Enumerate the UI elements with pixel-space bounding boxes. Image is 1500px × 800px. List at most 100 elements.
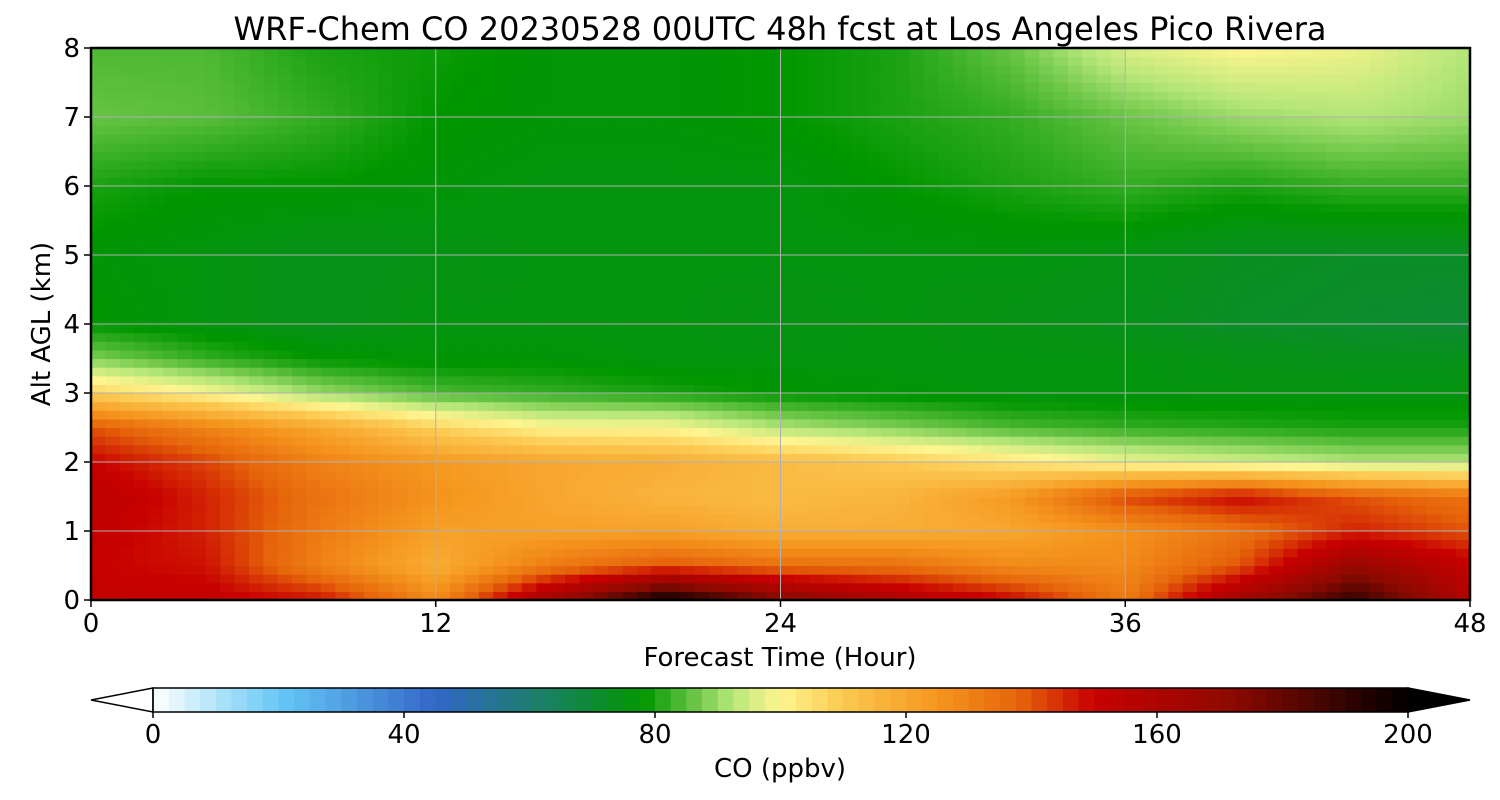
heatmap-cell: [1455, 462, 1470, 472]
heatmap-cell: [1096, 272, 1112, 282]
heatmap-cell: [1355, 574, 1371, 584]
heatmap-cell: [909, 177, 925, 187]
heatmap-cell: [1311, 160, 1327, 170]
heatmap-cell: [1254, 427, 1270, 437]
heatmap-cell: [938, 211, 954, 222]
heatmap-cell: [292, 186, 308, 196]
heatmap-cell: [191, 410, 207, 420]
heatmap-cell: [852, 496, 868, 506]
heatmap-cell: [1441, 220, 1457, 230]
heatmap-cell: [191, 177, 207, 187]
heatmap-cell: [234, 229, 250, 239]
heatmap-cell: [995, 246, 1011, 256]
heatmap-cell: [967, 255, 983, 265]
heatmap-cell: [177, 487, 193, 498]
heatmap-cell: [335, 255, 351, 265]
heatmap-cell: [1326, 315, 1342, 325]
heatmap-cell: [306, 565, 322, 575]
heatmap-cell: [91, 341, 106, 351]
heatmap-cell: [1024, 453, 1040, 463]
heatmap-cell: [134, 444, 150, 454]
heatmap-cell: [119, 582, 135, 592]
heatmap-cell: [593, 556, 609, 567]
heatmap-cell: [622, 556, 638, 567]
heatmap-cell: [1254, 505, 1270, 515]
heatmap-cell: [1412, 565, 1428, 575]
heatmap-cell: [292, 220, 308, 230]
heatmap-cell: [205, 453, 221, 463]
heatmap-cell: [967, 418, 983, 429]
heatmap-cell: [119, 367, 135, 377]
heatmap-cell: [924, 479, 940, 489]
heatmap-cell: [1125, 246, 1141, 256]
heatmap-cell: [91, 539, 106, 549]
heatmap-cell: [478, 539, 494, 549]
heatmap-cell: [1311, 298, 1327, 308]
heatmap-cell: [335, 306, 351, 316]
heatmap-cell: [363, 151, 379, 161]
heatmap-cell: [852, 384, 868, 394]
heatmap-cell: [1340, 375, 1356, 385]
heatmap-cell: [1355, 487, 1371, 498]
heatmap-cell: [751, 220, 767, 230]
heatmap-cell: [507, 479, 523, 489]
heatmap-cell: [809, 591, 825, 600]
heatmap-cell: [881, 565, 897, 575]
heatmap-cell: [1053, 298, 1069, 308]
heatmap-cell: [895, 539, 911, 549]
heatmap-cell: [881, 574, 897, 584]
heatmap-cell: [1225, 324, 1241, 334]
heatmap-cell: [751, 332, 767, 342]
heatmap-cell: [91, 582, 106, 592]
heatmap-cell: [665, 229, 681, 239]
heatmap-cell: [952, 393, 968, 403]
heatmap-cell: [134, 548, 150, 558]
heatmap-cell: [507, 332, 523, 342]
heatmap-cell: [1297, 462, 1313, 472]
heatmap-cell: [981, 203, 997, 213]
heatmap-cell: [766, 470, 782, 480]
heatmap-cell: [565, 591, 580, 600]
heatmap-cell: [105, 272, 121, 282]
heatmap-cell: [1398, 401, 1414, 411]
heatmap-cell: [1168, 565, 1184, 575]
heatmap-cell: [220, 556, 236, 567]
heatmap-cell: [205, 324, 221, 334]
heatmap-cell: [1268, 487, 1284, 498]
heatmap-cell: [1283, 436, 1299, 446]
heatmap-cell: [1096, 229, 1112, 239]
heatmap-cell: [105, 565, 121, 575]
heatmap-cell: [766, 272, 782, 282]
heatmap-cell: [924, 436, 940, 446]
heatmap-cell: [1153, 479, 1169, 489]
heatmap-cell: [1398, 298, 1414, 308]
heatmap-cell: [1010, 393, 1026, 403]
heatmap-cell: [881, 298, 897, 308]
heatmap-cell: [1426, 393, 1442, 403]
heatmap-cell: [263, 496, 279, 506]
heatmap-cell: [392, 479, 408, 489]
heatmap-cell: [636, 453, 652, 463]
heatmap-cell: [1110, 358, 1126, 368]
heatmap-cell: [1096, 418, 1112, 429]
heatmap-cell: [593, 591, 609, 600]
heatmap-cell: [938, 574, 954, 584]
heatmap-cell: [694, 280, 710, 291]
heatmap-cell: [249, 315, 264, 325]
heatmap-cell: [263, 427, 279, 437]
heatmap-cell: [737, 298, 753, 308]
heatmap-cell: [1139, 289, 1155, 299]
heatmap-cell: [1311, 410, 1327, 420]
heatmap-cell: [1254, 496, 1270, 506]
heatmap-cell: [909, 427, 925, 437]
heatmap-cell: [823, 444, 839, 454]
heatmap-cell: [1139, 462, 1155, 472]
heatmap-cell: [565, 522, 580, 532]
heatmap-cell: [550, 591, 566, 600]
heatmap-cell: [507, 393, 523, 403]
heatmap-cell: [1010, 194, 1026, 204]
heatmap-cell: [177, 444, 193, 454]
heatmap-cell: [277, 194, 293, 204]
heatmap-cell: [521, 384, 537, 394]
heatmap-cell: [421, 505, 437, 515]
